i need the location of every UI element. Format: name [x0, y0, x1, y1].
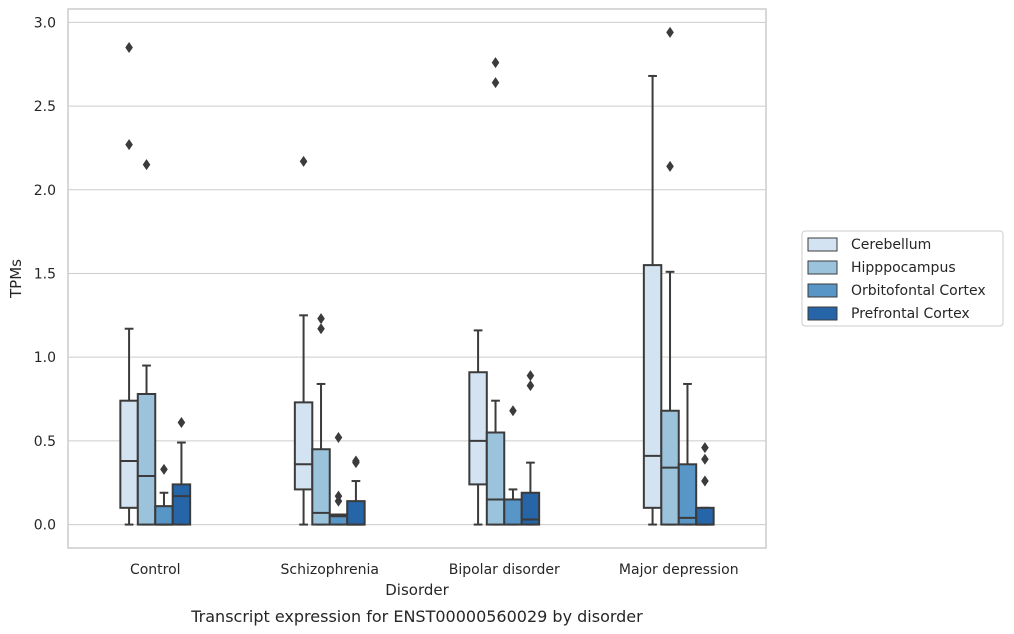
y-tick-labels: 0.0 0.5 1.0 1.5 2.0 2.5 3.0: [34, 15, 56, 533]
box-3-0: [642, 74, 663, 526]
legend-label: Cerebellum: [851, 237, 931, 253]
outlier-point: [334, 490, 343, 502]
x-tick-label: Control: [130, 562, 181, 578]
box-2-0: [468, 329, 488, 526]
y-tick-label: 1.0: [34, 350, 56, 366]
outlier-point: [177, 416, 186, 428]
box-2-3: [520, 370, 541, 526]
y-tick-label: 0.5: [34, 434, 56, 450]
plot-frame: [67, 8, 767, 549]
box-1-0: [293, 155, 314, 526]
outlier-point: [701, 475, 709, 487]
box-2-1: [485, 57, 506, 526]
outlier-point: [299, 155, 308, 167]
outlier-point: [160, 463, 168, 475]
outlier-point: [125, 42, 133, 53]
legend-frame: [801, 230, 1004, 327]
outlier-point: [666, 160, 674, 172]
box-iqr: [119, 399, 139, 509]
x-tick-labels: Control Schizophrenia Bipolar disorder Majo…: [130, 562, 739, 578]
y-tick-label: 1.5: [34, 266, 56, 282]
box-iqr: [503, 498, 523, 526]
box-0-2: [154, 463, 174, 526]
x-tick-label: Bipolar disorder: [449, 562, 560, 578]
x-tick-label: Schizophrenia: [281, 562, 379, 578]
x-axis-label: Disorder: [385, 581, 449, 599]
box-0-1: [136, 159, 157, 526]
outlier-point: [317, 323, 325, 335]
y-tick-label: 0.0: [34, 518, 56, 534]
box-1-3: [346, 455, 366, 526]
box-1-2: [328, 432, 349, 526]
box-iqr: [520, 491, 541, 526]
legend-label: Hipppocampus: [851, 260, 956, 276]
box-iqr: [136, 393, 157, 526]
outlier-point: [352, 455, 360, 467]
legend: Cerebellum Hipppocampus Orbitofontal Corte…: [801, 230, 1004, 327]
outlier-point: [491, 77, 500, 89]
box-0-3: [171, 416, 192, 526]
box-iqr: [311, 448, 331, 526]
outlier-point: [701, 453, 709, 465]
y-tick-label: 3.0: [34, 15, 56, 31]
legend-item: Cerebellum: [807, 237, 931, 253]
box-0-0: [119, 42, 139, 526]
legend-swatch: [807, 283, 838, 298]
outlier-point: [491, 57, 500, 69]
outlier-point: [526, 380, 535, 392]
legend-item: Hipppocampus: [807, 260, 956, 276]
outlier-point: [666, 26, 674, 38]
box-3-1: [660, 26, 680, 526]
outlier-point: [509, 405, 517, 417]
legend-label: Prefrontal Cortex: [851, 306, 970, 322]
y-tick-label: 2.0: [34, 183, 56, 199]
box-2-2: [503, 405, 523, 526]
legend-item: Prefrontal Cortex: [807, 306, 970, 322]
legend-swatch: [807, 260, 838, 275]
outlier-point: [317, 313, 325, 325]
box-3-3: [695, 442, 715, 526]
box-iqr: [293, 401, 314, 491]
y-tick-label: 2.5: [34, 99, 56, 115]
legend-label: Orbitofontal Cortex: [851, 283, 986, 299]
legend-item: Orbitofontal Cortex: [807, 283, 986, 299]
box-iqr: [677, 463, 698, 526]
legend-items: Cerebellum Hipppocampus Orbitofontal Corte…: [807, 237, 986, 322]
box-iqr: [642, 264, 663, 509]
grid-layer: [68, 21, 766, 526]
box-iqr: [485, 431, 506, 526]
box-iqr: [695, 506, 715, 526]
box-iqr: [346, 500, 366, 526]
x-tick-label: Major depression: [619, 562, 739, 578]
box-1-1: [311, 313, 331, 526]
box-iqr: [468, 371, 488, 486]
outlier-point: [142, 159, 151, 171]
box-iqr: [154, 505, 174, 526]
legend-swatch: [807, 306, 838, 321]
y-axis-label: TPMs: [7, 259, 25, 299]
outlier-point: [701, 442, 709, 454]
box-layer: [119, 26, 715, 526]
box-iqr: [171, 483, 192, 526]
outlier-point: [125, 139, 133, 151]
box-3-2: [677, 382, 698, 526]
figure-caption: Transcript expression for ENST0000056002…: [190, 607, 643, 626]
legend-swatch: [807, 237, 838, 252]
outlier-point: [334, 432, 343, 444]
outlier-point: [526, 370, 535, 382]
